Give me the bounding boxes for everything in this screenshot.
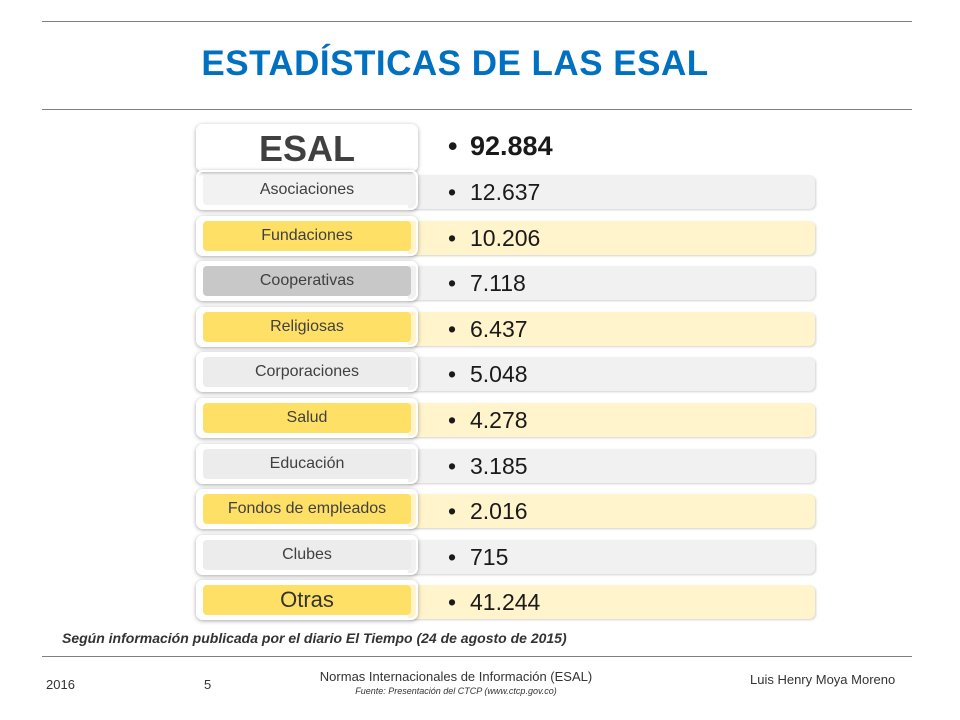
page-title: ESTADÍSTICAS DE LAS ESAL — [201, 44, 709, 83]
category-row: Religiosas • 6.437 — [0, 306, 960, 351]
bullet: • — [448, 407, 457, 433]
category-value-text: 12.637 — [470, 179, 541, 205]
category-value: • 12.637 — [448, 173, 540, 211]
category-label-text: Asociaciones — [259, 181, 355, 198]
category-label-text: Religiosas — [270, 317, 344, 335]
category-row: Cooperativas • 7.118 — [0, 261, 960, 305]
source-note: Según información publicada por el diari… — [62, 630, 567, 646]
category-label: Educación — [196, 443, 418, 484]
value-bar — [408, 403, 815, 437]
category-value-text: 6.437 — [470, 315, 528, 342]
category-row: Educación • 3.185 — [0, 443, 960, 488]
category-value: • 715 — [448, 538, 508, 576]
bullet: • — [448, 270, 457, 297]
category-label: Otras — [196, 580, 418, 621]
bullet: • — [448, 452, 457, 479]
value-bar — [408, 175, 815, 209]
page-number: 5 — [204, 677, 212, 692]
category-label: Salud — [196, 398, 418, 438]
category-value-text: 715 — [470, 543, 509, 570]
category-row: Asociaciones • 12.637 — [0, 170, 960, 214]
esal-header-label: ESAL — [196, 124, 418, 172]
title-rule — [42, 109, 912, 110]
category-value: • 2.016 — [448, 492, 528, 530]
bullet: • — [448, 315, 457, 342]
category-label-text: Salud — [286, 409, 328, 426]
bullet: • — [448, 498, 457, 525]
category-row: Clubes • 715 — [0, 534, 960, 579]
category-value: • 3.185 — [448, 447, 528, 485]
category-value-text: 10.206 — [470, 224, 541, 251]
category-value: • 41.244 — [448, 583, 540, 621]
bullet: • — [448, 589, 457, 616]
category-row: Fundaciones • 10.206 — [0, 215, 960, 260]
footer-title: Normas Internacionales de Información (E… — [319, 669, 593, 684]
category-label-text: Otras — [280, 587, 334, 613]
value-bar — [408, 357, 815, 392]
category-label-text: Educación — [269, 454, 345, 472]
category-value-text: 5.048 — [470, 361, 528, 388]
category-label: Religiosas — [196, 306, 418, 347]
category-label-text: Cooperativas — [259, 272, 355, 290]
footer-rule — [42, 656, 912, 657]
bullet: • — [448, 224, 457, 251]
category-row: Salud • 4.278 — [0, 398, 960, 442]
category-value: • 4.278 — [448, 401, 528, 439]
category-value-text: 41.244 — [470, 589, 541, 616]
category-value: • 6.437 — [448, 310, 528, 348]
category-label: Fondos de empleados — [196, 489, 418, 530]
bullet: • — [448, 361, 457, 388]
category-label-text: Fondos de empleados — [227, 500, 387, 518]
bullet: • — [448, 179, 457, 205]
footer-source: Fuente: Presentación del CTCP (www.ctcp.… — [355, 686, 557, 696]
value-bar — [408, 311, 815, 346]
category-value-text: 7.118 — [470, 270, 526, 297]
value-bar — [408, 539, 815, 574]
category-row: Fondos de empleados • 2.016 — [0, 489, 960, 533]
category-label: Asociaciones — [196, 170, 418, 210]
value-bar — [408, 448, 815, 483]
category-value: • 10.206 — [448, 219, 540, 257]
top-rule — [42, 21, 912, 22]
category-value-text: 4.278 — [470, 407, 528, 433]
category-value: • 5.048 — [448, 355, 528, 393]
value-bar — [408, 585, 815, 620]
footer-year: 2016 — [46, 677, 75, 692]
esal-total-row: ESAL • 92.884 — [0, 124, 960, 172]
category-value-text: 2.016 — [470, 498, 528, 525]
bullet: • — [448, 543, 457, 570]
category-label: Fundaciones — [196, 215, 418, 256]
category-label: Clubes — [196, 534, 418, 575]
value-bar — [408, 266, 815, 301]
category-label-text: Clubes — [282, 545, 332, 563]
category-label-text: Fundaciones — [261, 226, 353, 244]
category-label: Cooperativas — [196, 261, 418, 302]
category-row: Otras • 41.244 — [0, 580, 960, 624]
value-bar — [408, 494, 815, 529]
category-value-text: 3.185 — [470, 452, 528, 479]
footer-author: Luis Henry Moya Moreno — [750, 672, 896, 687]
value-bar — [408, 220, 815, 255]
category-row: Corporaciones • 5.048 — [0, 352, 960, 396]
category-label: Corporaciones — [196, 352, 418, 393]
esal-total-value: • 92.884 — [448, 131, 553, 161]
category-label-text: Corporaciones — [254, 363, 360, 381]
category-value: • 7.118 — [448, 264, 526, 302]
